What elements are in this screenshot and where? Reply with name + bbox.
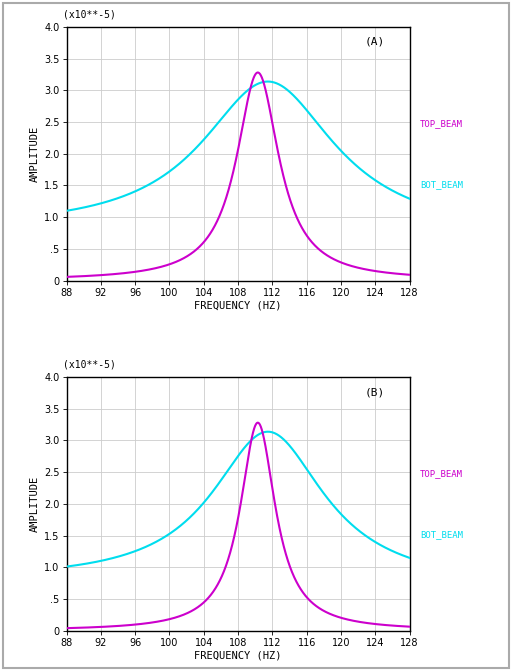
Text: (B): (B) [365, 387, 385, 397]
Text: (x10**-5): (x10**-5) [63, 9, 116, 19]
Text: TOP_BEAM: TOP_BEAM [420, 119, 463, 127]
Text: (x10**-5): (x10**-5) [63, 360, 116, 370]
Text: TOP_BEAM: TOP_BEAM [420, 469, 463, 478]
Text: BOT_BEAM: BOT_BEAM [420, 530, 463, 539]
X-axis label: FREQUENCY (HZ): FREQUENCY (HZ) [195, 650, 282, 660]
Y-axis label: AMPLITUDE: AMPLITUDE [30, 476, 40, 532]
Text: (A): (A) [365, 37, 385, 47]
Y-axis label: AMPLITUDE: AMPLITUDE [30, 125, 40, 182]
X-axis label: FREQUENCY (HZ): FREQUENCY (HZ) [195, 301, 282, 310]
Text: BOT_BEAM: BOT_BEAM [420, 180, 463, 189]
